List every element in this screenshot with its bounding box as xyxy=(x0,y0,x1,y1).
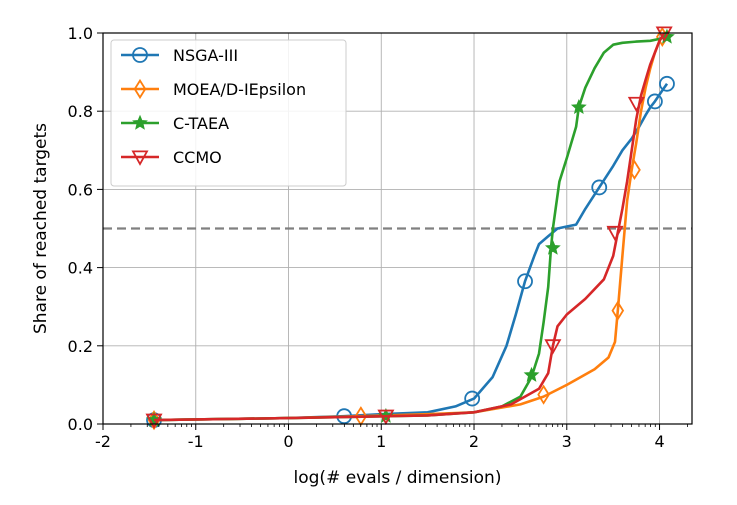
x-tick-label: 4 xyxy=(654,432,664,451)
x-tick-label: -2 xyxy=(95,432,111,451)
series-marker xyxy=(628,159,641,180)
series-marker xyxy=(611,300,625,321)
series-marker xyxy=(570,98,587,115)
legend-marker xyxy=(132,114,148,130)
series-group xyxy=(145,26,675,431)
legend: NSGA-III MOEA/D-IEpsilon C-TAEA CCMO xyxy=(110,39,347,187)
y-tick-label: 0.6 xyxy=(68,180,93,199)
x-tick-label: 1 xyxy=(376,432,386,451)
x-tick-label: -1 xyxy=(188,432,204,451)
legend-marker xyxy=(133,78,147,100)
series-marker xyxy=(464,390,481,407)
y-tick-label: 0.0 xyxy=(68,415,93,434)
y-tick-label: 0.2 xyxy=(68,337,93,356)
series-line xyxy=(153,32,666,422)
series-marker xyxy=(627,96,645,113)
series-marker xyxy=(606,225,624,242)
series-marker xyxy=(544,239,561,255)
x-tick-label: 2 xyxy=(469,432,479,451)
legend-marker xyxy=(131,150,149,166)
legend-label: NSGA-III xyxy=(173,46,238,65)
y-axis-label: Share of reached targets xyxy=(31,123,51,334)
legend-label: MOEA/D-IEpsilon xyxy=(173,80,306,99)
legend-box xyxy=(110,39,347,187)
y-tick-label: 0.8 xyxy=(68,102,93,121)
series-marker xyxy=(646,93,663,110)
series-3 xyxy=(145,26,673,429)
legend-label: CCMO xyxy=(173,148,222,167)
legend-label: C-TAEA xyxy=(173,114,229,133)
series-marker xyxy=(523,366,540,382)
series-marker xyxy=(145,413,163,429)
series-marker xyxy=(517,273,533,290)
x-tick-label: 3 xyxy=(562,432,572,451)
plot-frame xyxy=(102,32,693,425)
series-marker xyxy=(591,179,608,196)
series-marker xyxy=(655,26,673,42)
legend-marker xyxy=(132,47,148,63)
y-tick-label: 0.4 xyxy=(68,259,93,278)
x-tick-label: 0 xyxy=(283,432,293,451)
ticks: -2 -1 0 1 2 3 4 0.0 0.2 0.4 0.6 0.8 1.0 xyxy=(68,24,688,451)
y-tick-label: 1.0 xyxy=(68,24,93,43)
x-axis-label: log(# evals / dimension) xyxy=(294,468,502,488)
series-marker xyxy=(544,339,562,355)
series-marker xyxy=(537,384,550,405)
series-marker xyxy=(659,75,675,92)
series-marker xyxy=(377,409,395,426)
